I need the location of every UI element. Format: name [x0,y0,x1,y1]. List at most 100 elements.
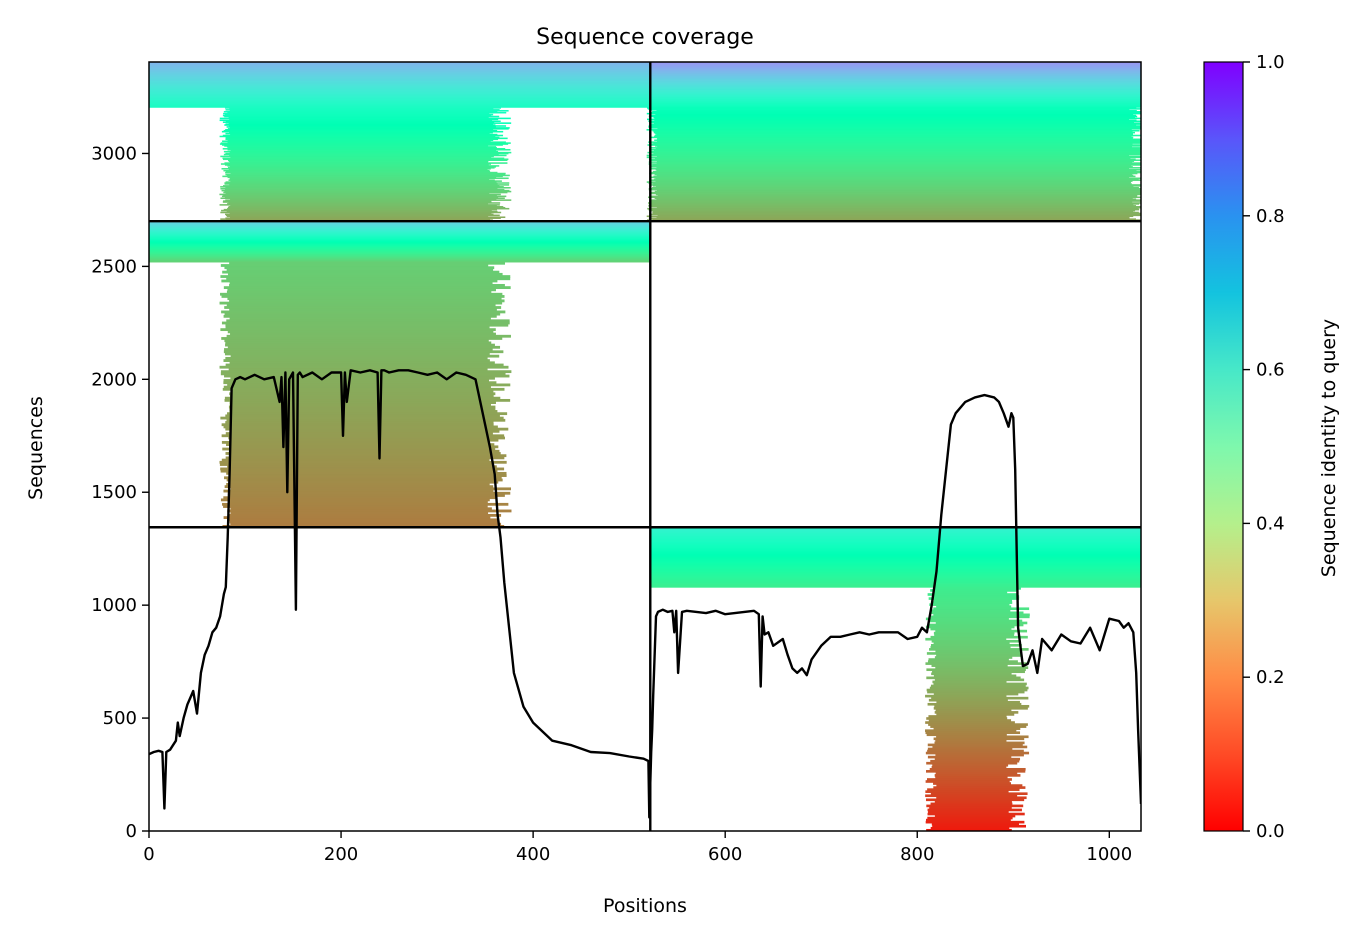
block-header-band [149,81,651,83]
block-row [225,120,501,123]
block-header-band [650,89,1141,91]
block-row [230,376,495,380]
block-row [930,644,1022,647]
block-row [934,814,1016,818]
block-header-band [650,100,1141,103]
block-row [657,146,1132,148]
block-header-band [650,67,1141,70]
block-row [655,177,1141,180]
block-row [927,788,1020,791]
block-row [220,142,511,144]
block-row [228,474,507,477]
coverage-blocks [149,62,1141,831]
block-row [226,334,511,338]
block-row [228,125,507,127]
block-row [933,631,1015,635]
block-row [225,192,490,195]
block-row [657,214,1141,217]
block-row [226,471,507,475]
block-header-band [650,104,1141,107]
block-row [223,169,490,172]
block-header-band [149,69,651,72]
block-row [222,387,505,391]
block-header-band [650,555,1141,558]
block-row [223,110,498,113]
block-row [225,213,494,216]
block-row [650,159,1141,161]
block-header-band [149,224,651,226]
block-header-band [650,82,1141,85]
block-header-band [149,248,651,251]
block-row [225,326,490,329]
block-row [229,131,493,134]
block-row [927,812,1025,816]
block-header-band [149,62,651,64]
block-row [222,148,506,150]
block-row [934,800,1012,804]
block-row [648,188,1141,191]
block-header-band [149,73,651,76]
block-header-band [650,545,1141,548]
block-row [927,690,1025,694]
block-row [934,704,1030,708]
block-row [652,110,1141,113]
block-row [225,170,491,173]
block-row [934,656,1013,659]
block-row [654,197,1133,200]
block-row [225,173,506,176]
block-header-band [650,78,1141,81]
block-header-band [149,104,651,107]
block-row [224,196,499,199]
block-row [925,818,1011,822]
block-row [225,452,501,455]
block-row [654,173,1132,176]
block-header-band [650,540,1141,543]
block-row [652,212,1141,215]
block-row [655,132,1133,135]
block-row [933,641,1010,645]
block-row [931,639,1020,643]
block-header-band [149,243,651,246]
block-row [649,121,1135,123]
block-row [221,189,510,192]
block-row [647,207,1139,210]
block-row [654,117,1141,120]
block-row [224,188,505,191]
block-row [647,108,1141,110]
block-row [656,162,1141,164]
block-row [653,152,1141,155]
block-row [222,185,500,187]
block-row [651,124,1137,126]
block-header-band [650,551,1141,554]
block-header-band [149,260,651,263]
block-row [650,143,1133,145]
colorbar: 0.0 0.2 0.4 0.6 0.8 1.0 Sequence identity to … [1203,52,1340,842]
block-header-band [149,106,651,108]
block-row [654,190,1141,193]
block-row [229,480,499,484]
block-row [646,181,1131,183]
block-header-band [650,62,1141,64]
block-header-band [149,228,651,230]
block-row [220,211,502,214]
block-header-band [650,585,1141,588]
block-header-band [149,85,651,88]
block-row [654,139,1141,142]
block-row [655,168,1141,171]
block-row [648,208,1140,211]
block-row [653,131,1136,134]
block-row [652,218,1137,220]
block-header-band [650,543,1141,546]
block-row [224,190,512,193]
block-row [225,109,500,111]
block-row [650,192,1141,195]
block-row [221,423,494,427]
block-row [925,617,1009,621]
block-row [656,160,1135,162]
block-row [936,796,1027,800]
block-header-band [650,91,1141,94]
block-row [229,154,507,157]
block-row [224,352,490,356]
block-row [650,114,1137,117]
block-row [226,210,498,213]
